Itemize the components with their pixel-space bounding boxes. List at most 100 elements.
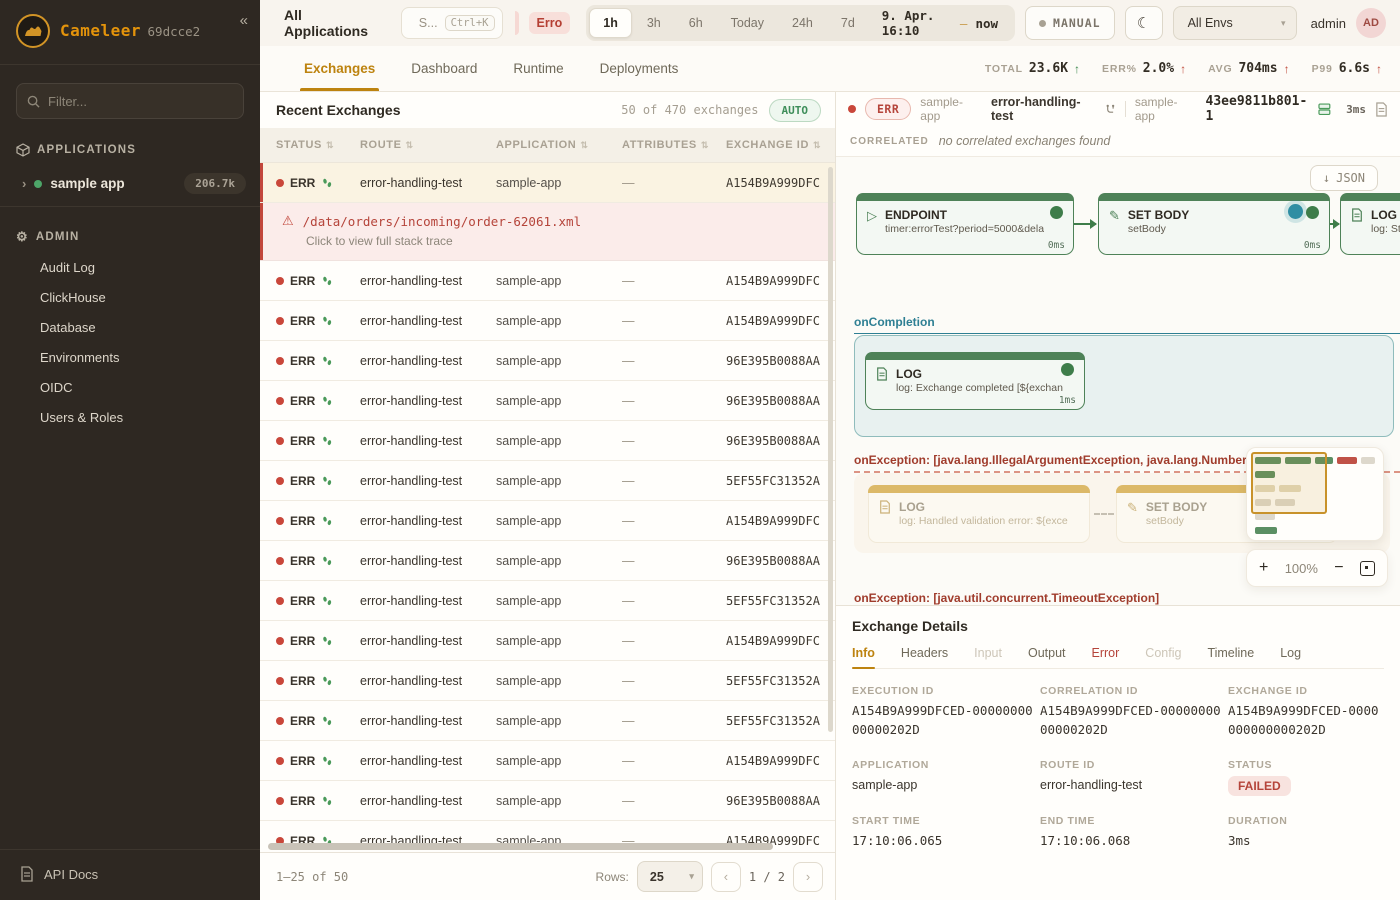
admin-menu-item[interactable]: ClickHouse <box>40 290 106 305</box>
zoom-in-button[interactable]: + <box>1259 559 1269 576</box>
details-tab[interactable]: Info <box>852 642 875 669</box>
exchange-row[interactable]: ERR error-handling-test sample-app — 96E… <box>260 341 835 381</box>
table-column-header: STATUS ⇅ ROUTE ⇅ APPLICATION ⇅ ATTRIBUTES ⇅ <box>260 128 835 163</box>
route-flow-canvas[interactable]: ↓ JSON ▷ ENDPOINT timer:errorTest?period… <box>836 156 1400 605</box>
dark-mode-toggle[interactable]: ☾ <box>1124 6 1163 40</box>
error-stacktrace-expander[interactable]: ⚠ /data/orders/incoming/order-62061.xml … <box>260 203 835 261</box>
zoom-out-button[interactable]: − <box>1334 559 1344 576</box>
column-header[interactable]: STATUS ⇅ <box>276 139 335 151</box>
app-logo-text: Cameleer <box>60 21 142 40</box>
admin-menu-item[interactable]: Audit Log <box>40 260 95 275</box>
exchange-row[interactable]: ERR error-handling-test sample-app — 5EF… <box>260 661 835 701</box>
main-tab[interactable]: Dashboard <box>411 61 478 76</box>
flow-node-endpoint[interactable]: ▷ ENDPOINT timer:errorTest?period=5000&d… <box>856 193 1074 255</box>
exchange-row[interactable]: ERR error-handling-test sample-app — A15… <box>260 301 835 341</box>
error-filter-chip[interactable]: Erro <box>528 12 571 34</box>
global-search-input[interactable]: S... Ctrl+K <box>400 7 503 39</box>
column-header[interactable]: ROUTE ⇅ <box>360 139 414 151</box>
prev-page-button[interactable]: ‹ <box>710 861 741 892</box>
application-cell: sample-app <box>496 673 562 688</box>
sidebar-filter-input[interactable]: Filter... <box>16 83 244 119</box>
exchange-row[interactable]: ERR error-handling-test sample-app — 96E… <box>260 421 835 461</box>
admin-menu-item[interactable]: Users & Roles <box>40 410 124 425</box>
table-row: ERR error-handling-test sample-app — 96E… <box>260 381 835 421</box>
trace-footprints-icon <box>323 316 332 325</box>
flow-node-log[interactable]: LOG log: Sta <box>1340 193 1400 255</box>
details-tab[interactable]: Headers <box>900 646 949 660</box>
next-page-button[interactable]: › <box>793 861 823 892</box>
main-tabbar: Exchanges Dashboard Runtime Deployments … <box>260 46 1400 92</box>
exchange-row[interactable]: ERR error-handling-test sample-app — 5EF… <box>260 701 835 741</box>
details-tab[interactable]: Timeline <box>1207 646 1255 660</box>
exchange-short-id[interactable]: 43ee9811b801-1 <box>1206 94 1332 124</box>
manual-refresh-button[interactable]: MANUAL <box>1025 6 1115 40</box>
flow-node-exception-log[interactable]: LOG log: Handled validation error: ${exc… <box>868 485 1090 543</box>
pagination-bar: 1–25 of 50 Rows: 25 ▾ ‹ 1 / 2 › <box>260 852 835 900</box>
scope-title: All Applications <box>284 7 369 39</box>
minimap-viewport[interactable] <box>1251 452 1327 514</box>
exchange-id-cell: 5EF55FC31352A <box>726 673 820 688</box>
exchange-row[interactable]: ERR error-handling-test sample-app — A15… <box>260 261 835 301</box>
time-range-button[interactable]: 6h <box>688 16 703 30</box>
exchange-row[interactable]: ERR error-handling-test sample-app — 5EF… <box>260 581 835 621</box>
details-tab[interactable]: Output <box>1027 646 1066 660</box>
exchange-row[interactable]: ERR error-handling-test sample-app — A15… <box>260 621 835 661</box>
application-cell: sample-app <box>496 313 562 328</box>
environment-select[interactable]: All Envs ▾ <box>1172 6 1297 40</box>
route-label[interactable]: error-handling-test <box>991 95 1116 123</box>
details-tab[interactable]: Error <box>1091 646 1120 660</box>
exchange-row[interactable]: ERR error-handling-test sample-app — A15… <box>260 741 835 781</box>
sidebar-item-api-docs[interactable]: API Docs <box>0 849 260 900</box>
exchange-row[interactable]: ERR error-handling-test sample-app — 5EF… <box>260 461 835 501</box>
download-json-button[interactable]: ↓ JSON <box>1309 165 1378 191</box>
attributes-cell: — <box>622 553 635 568</box>
attributes-cell: — <box>622 473 635 488</box>
admin-menu-item[interactable]: Environments <box>40 350 120 365</box>
document-icon[interactable] <box>1375 101 1388 117</box>
exchange-row[interactable]: ERR error-handling-test sample-app — A15… <box>260 501 835 541</box>
date-range-display[interactable]: 9. Apr. 16:10 – now <box>881 8 999 38</box>
table-row: ERR error-handling-test sample-app — 5EF… <box>260 461 835 501</box>
expand-chevron-icon[interactable]: › <box>22 176 27 191</box>
main-tab[interactable]: Exchanges <box>299 46 380 91</box>
user-avatar[interactable]: AD <box>1356 8 1386 38</box>
time-range-button[interactable]: 7d <box>840 16 855 30</box>
app-name: sample app <box>50 176 125 191</box>
exchange-row[interactable]: ERR error-handling-test sample-app — 96E… <box>260 781 835 821</box>
details-tab[interactable]: Log <box>1280 646 1302 660</box>
route-cell: error-handling-test <box>360 593 463 608</box>
sidebar-item-sample-app[interactable]: › sample app 206.7k <box>0 165 260 202</box>
breakpoint-dot[interactable] <box>1288 204 1303 219</box>
flow-minimap[interactable] <box>1246 447 1384 541</box>
column-header[interactable]: ATTRIBUTES ⇅ <box>622 139 710 151</box>
time-range-button[interactable]: 3h <box>646 16 661 30</box>
trace-footprints-icon <box>323 356 332 365</box>
auto-refresh-badge[interactable]: AUTO <box>768 98 821 122</box>
details-tab[interactable]: Input <box>974 646 1002 660</box>
admin-menu-item[interactable]: Database <box>40 320 96 335</box>
exchange-row[interactable]: ERR error-handling-test sample-app — A15… <box>260 163 835 203</box>
time-range-button[interactable]: Today <box>730 16 765 30</box>
time-range-button[interactable]: 1h <box>589 8 632 38</box>
exchange-row[interactable]: ERR error-handling-test sample-app — 96E… <box>260 541 835 581</box>
time-range-button[interactable]: 24h <box>792 16 813 30</box>
admin-menu-item[interactable]: OIDC <box>40 380 73 395</box>
sidebar-collapse-icon[interactable]: « <box>239 12 248 29</box>
vertical-scrollbar[interactable] <box>828 167 833 732</box>
exchange-row[interactable]: ERR error-handling-test sample-app — 96E… <box>260 381 835 421</box>
column-header[interactable]: APPLICATION ⇅ <box>496 139 589 151</box>
main-tab[interactable]: Deployments <box>599 61 679 76</box>
column-header[interactable]: EXCHANGE ID ⇅ <box>726 139 822 151</box>
details-tab[interactable]: Config <box>1145 646 1182 660</box>
exchange-id-cell: A154B9A999DFC <box>726 753 820 768</box>
trace-footprints-icon <box>323 276 332 285</box>
flow-node-completion-log[interactable]: LOG log: Exchange completed [${exchan 1m… <box>865 352 1085 410</box>
flow-node-set-body[interactable]: ✎ SET BODY setBody 0ms <box>1098 193 1330 255</box>
detail-field: CORRELATION ID A154B9A999DFCED-000000000… <box>1040 685 1221 737</box>
horizontal-scrollbar[interactable] <box>268 843 773 850</box>
sort-icon: ⇅ <box>580 139 589 150</box>
rows-per-page-select[interactable]: 25 ▾ <box>636 861 703 892</box>
attributes-cell: — <box>622 175 635 190</box>
fit-view-button[interactable] <box>1359 560 1375 576</box>
main-tab[interactable]: Runtime <box>513 61 564 76</box>
